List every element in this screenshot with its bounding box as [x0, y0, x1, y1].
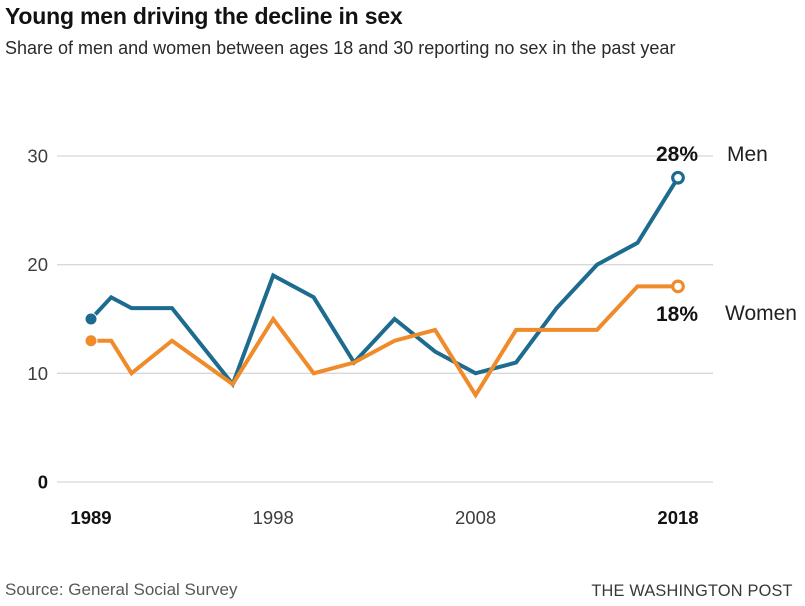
- y-axis-tick-30: 30: [27, 146, 48, 167]
- women-end-value-label: 18%: [655, 303, 698, 326]
- publisher-credit: THE WASHINGTON POST: [591, 581, 793, 600]
- chart-title: Young men driving the decline in sex: [5, 3, 403, 29]
- y-axis-tick-0: 0: [38, 472, 48, 493]
- x-axis-tick-1998: 1998: [253, 507, 294, 528]
- men-line: [89, 176, 680, 389]
- x-axis-tick-2008: 2008: [455, 507, 496, 528]
- women-series-label: Women: [725, 302, 797, 325]
- women-start-dot: [85, 335, 97, 347]
- men-end-marker: [671, 170, 685, 185]
- chart-subtitle: Share of men and women between ages 18 a…: [5, 38, 676, 58]
- men-end-value-label: 28%: [655, 143, 698, 166]
- source-note: Source: General Social Survey: [5, 580, 238, 599]
- men-start-dot: [85, 313, 97, 325]
- women-line: [91, 284, 678, 399]
- x-axis-tick-1989: 1989: [70, 507, 111, 528]
- y-axis-tick-10: 10: [27, 363, 48, 384]
- y-axis-tick-20: 20: [27, 254, 48, 275]
- x-axis-tick-2018: 2018: [657, 507, 698, 528]
- women-end-marker: [671, 279, 685, 294]
- men-series-label: Men: [727, 143, 768, 166]
